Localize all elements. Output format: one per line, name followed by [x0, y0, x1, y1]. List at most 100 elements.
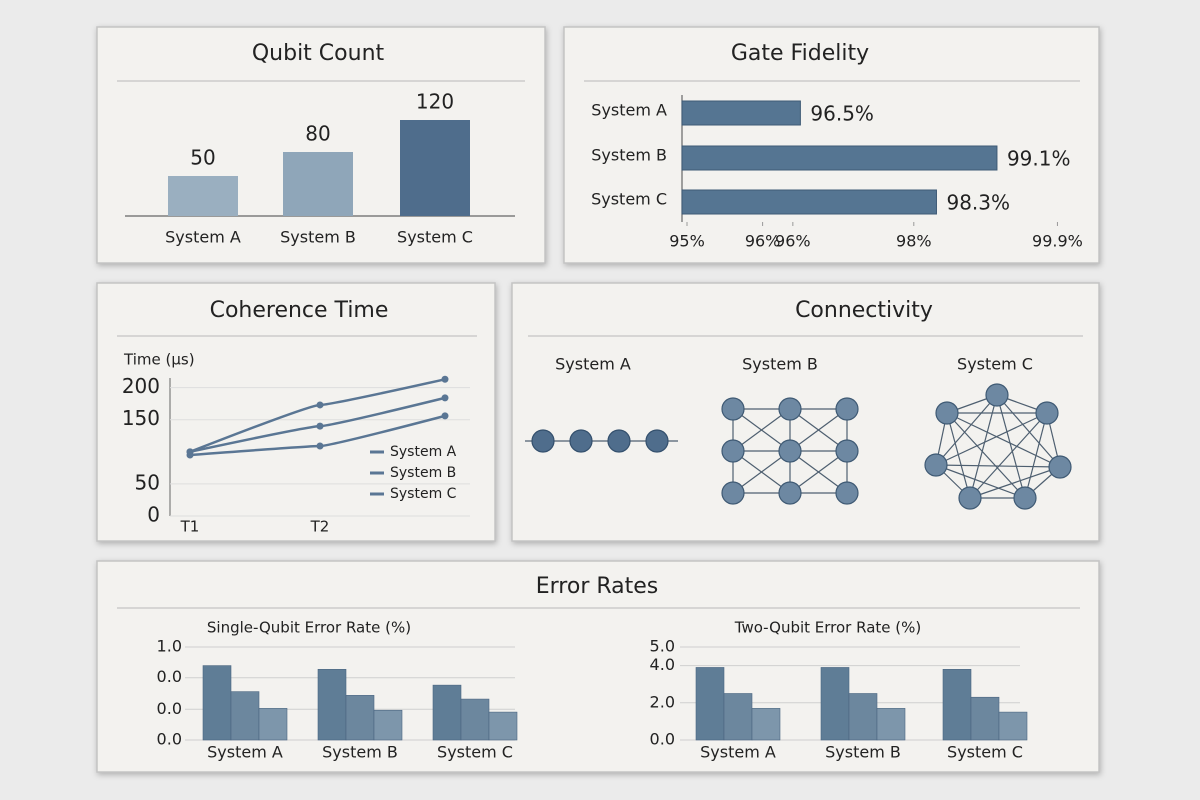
edge: [969, 412, 1048, 499]
node: [721, 439, 745, 463]
y-tick-label: 2.0: [650, 692, 675, 711]
y-tick-label: 4.0: [650, 655, 675, 674]
edge: [996, 394, 1061, 468]
chart-title: Two-Qubit Error Rate (%): [734, 619, 921, 637]
y-tick-label: 0: [147, 503, 160, 527]
node: [778, 481, 802, 505]
y-tick-label: System A: [591, 101, 667, 120]
x-tick-label: System A: [700, 743, 776, 762]
node: [569, 429, 593, 453]
bar: [695, 667, 725, 741]
chart-title: Coherence Time: [210, 298, 389, 323]
bar: [460, 698, 490, 741]
node: [778, 439, 802, 463]
chart-title: Single-Qubit Error Rate (%): [207, 619, 411, 637]
marker: [441, 375, 449, 383]
marker: [186, 451, 194, 459]
y-tick-label: 0.0: [157, 730, 182, 749]
value-label: 96.5%: [810, 102, 874, 126]
edge: [935, 464, 1026, 499]
x-tick-label: T1: [180, 518, 200, 536]
value-label: 120: [416, 90, 454, 114]
bar: [723, 693, 753, 741]
edge: [946, 412, 1026, 499]
node: [778, 397, 802, 421]
node: [607, 429, 631, 453]
node: [835, 397, 859, 421]
value-label: 99.1%: [1007, 147, 1071, 171]
y-tick-label: 0.0: [157, 699, 182, 718]
value-label: 98.3%: [946, 191, 1010, 215]
node: [985, 383, 1009, 407]
edge: [935, 412, 1048, 466]
edge: [789, 408, 848, 452]
x-tick-label: System B: [825, 743, 901, 762]
bar: [230, 691, 260, 741]
system-label: System A: [555, 355, 631, 374]
x-tick-label: T2: [310, 518, 330, 536]
bar: [373, 709, 403, 741]
panel-title: Connectivity: [795, 298, 933, 323]
node: [958, 486, 982, 510]
legend-label: System A: [390, 444, 457, 460]
edge: [935, 394, 998, 466]
value-label: 80: [305, 122, 330, 146]
node: [721, 481, 745, 505]
edge: [732, 408, 791, 452]
marker: [316, 442, 324, 450]
edge: [935, 464, 1061, 468]
marker: [316, 422, 324, 430]
edge: [969, 394, 998, 499]
y-axis-label: Time (µs): [123, 351, 195, 369]
x-tick-label: 96%: [745, 232, 781, 251]
node: [835, 481, 859, 505]
bar: [970, 696, 1000, 741]
x-tick-label: 98%: [896, 232, 932, 251]
y-tick-label: 200: [122, 374, 160, 398]
bar: [681, 145, 998, 171]
bar: [283, 152, 353, 216]
legend-label: System B: [390, 465, 456, 481]
x-tick-label: 96%: [775, 232, 811, 251]
bar: [848, 693, 878, 741]
y-tick-label: 0.0: [650, 730, 675, 749]
node: [721, 397, 745, 421]
bar: [751, 708, 781, 741]
x-tick-label: System A: [207, 743, 283, 762]
marker: [316, 401, 324, 409]
y-tick-label: 50: [135, 470, 160, 494]
bar: [202, 665, 232, 741]
node: [924, 453, 948, 477]
x-tick-label: System B: [280, 228, 356, 247]
node: [1048, 455, 1072, 479]
bar: [876, 708, 906, 741]
bar: [681, 100, 801, 126]
node: [935, 401, 959, 425]
bar: [681, 189, 937, 215]
chart-title: Qubit Count: [252, 41, 385, 66]
y-tick-label: System B: [591, 146, 667, 165]
bar: [168, 176, 238, 216]
bar: [942, 669, 972, 741]
bar: [998, 711, 1028, 741]
edge: [946, 412, 1061, 468]
x-tick-label: System C: [437, 743, 513, 762]
legend-label: System C: [390, 486, 457, 502]
bar: [432, 684, 462, 741]
edge: [789, 450, 848, 494]
bar: [258, 708, 288, 741]
x-tick-label: System C: [397, 228, 473, 247]
y-tick-label: 150: [122, 406, 160, 430]
marker: [441, 412, 449, 420]
edge: [732, 450, 791, 494]
node: [531, 429, 555, 453]
y-tick-label: System C: [591, 190, 667, 209]
x-tick-label: 99.9%: [1032, 232, 1083, 251]
x-tick-label: 95%: [669, 232, 705, 251]
marker: [441, 394, 449, 402]
panel: [563, 26, 1100, 264]
x-tick-label: System A: [165, 228, 241, 247]
system-label: System C: [957, 355, 1033, 374]
panel-title: Error Rates: [536, 574, 659, 599]
